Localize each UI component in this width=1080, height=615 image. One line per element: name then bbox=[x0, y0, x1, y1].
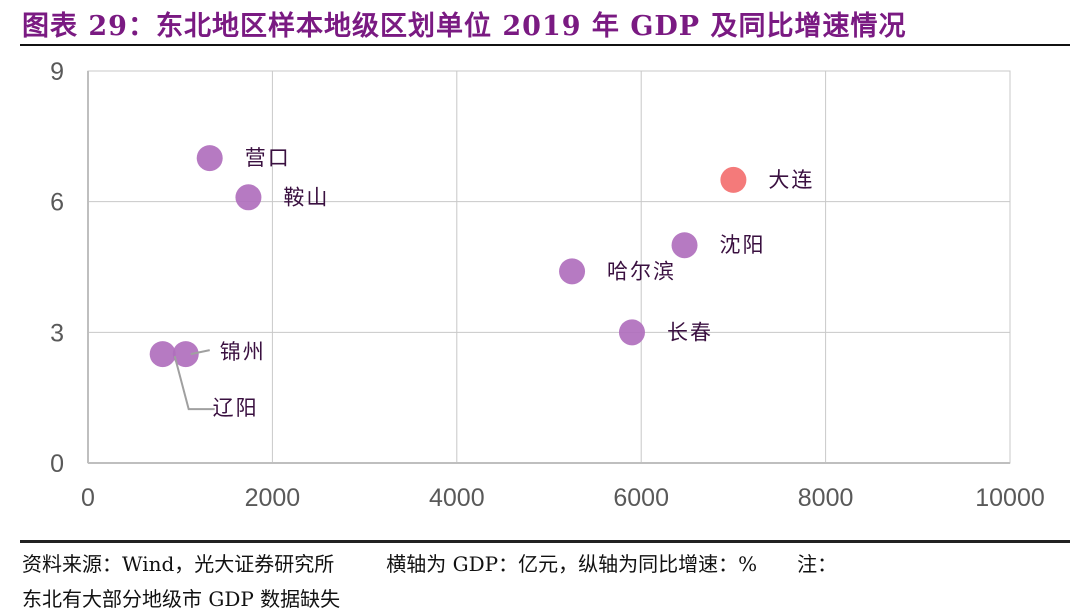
data-label: 长春 bbox=[667, 320, 713, 344]
x-tick-label: 2000 bbox=[245, 484, 301, 512]
title-divider bbox=[20, 44, 1070, 46]
data-label: 鞍山 bbox=[283, 185, 329, 209]
data-point bbox=[172, 341, 199, 368]
x-tick-label: 8000 bbox=[798, 484, 854, 512]
leader-line bbox=[190, 349, 210, 356]
y-tick-label: 3 bbox=[50, 319, 64, 347]
data-point bbox=[559, 258, 586, 285]
chart-title: 图表 29：东北地区样本地级区划单位 2019 年 GDP 及同比增速情况 bbox=[22, 11, 907, 42]
y-tick-label: 9 bbox=[50, 58, 64, 86]
data-point bbox=[149, 341, 176, 368]
data-point bbox=[720, 166, 747, 193]
footer-line-2: 东北有大部分地级市 GDP 数据缺失 bbox=[22, 587, 341, 611]
note-label: 注： bbox=[797, 552, 838, 576]
data-point bbox=[196, 145, 223, 172]
data-label: 锦州 bbox=[220, 340, 266, 364]
data-label: 沈阳 bbox=[720, 233, 766, 257]
data-label: 营口 bbox=[245, 146, 291, 170]
footer-divider bbox=[20, 540, 1070, 543]
data-point bbox=[671, 232, 698, 259]
data-point bbox=[235, 184, 262, 211]
x-tick-label: 10000 bbox=[975, 484, 1045, 512]
footer-line-1: 资料来源：Wind，光大证券研究所 横轴为 GDP：亿元，纵轴为同比增速：% 注： bbox=[22, 548, 837, 577]
data-point bbox=[618, 319, 645, 346]
x-tick-label: 4000 bbox=[429, 484, 485, 512]
y-tick-label: 0 bbox=[50, 450, 64, 478]
data-label: 哈尔滨 bbox=[607, 259, 676, 283]
axis-note: 横轴为 GDP：亿元，纵轴为同比增速：% bbox=[386, 552, 758, 576]
x-tick-label: 6000 bbox=[613, 484, 669, 512]
y-tick-label: 6 bbox=[50, 189, 64, 217]
source-note: 资料来源：Wind，光大证券研究所 bbox=[22, 552, 335, 576]
data-label: 大连 bbox=[768, 168, 814, 192]
x-tick-label: 0 bbox=[81, 484, 95, 512]
leader-line bbox=[173, 355, 215, 411]
data-label: 辽阳 bbox=[213, 396, 259, 420]
